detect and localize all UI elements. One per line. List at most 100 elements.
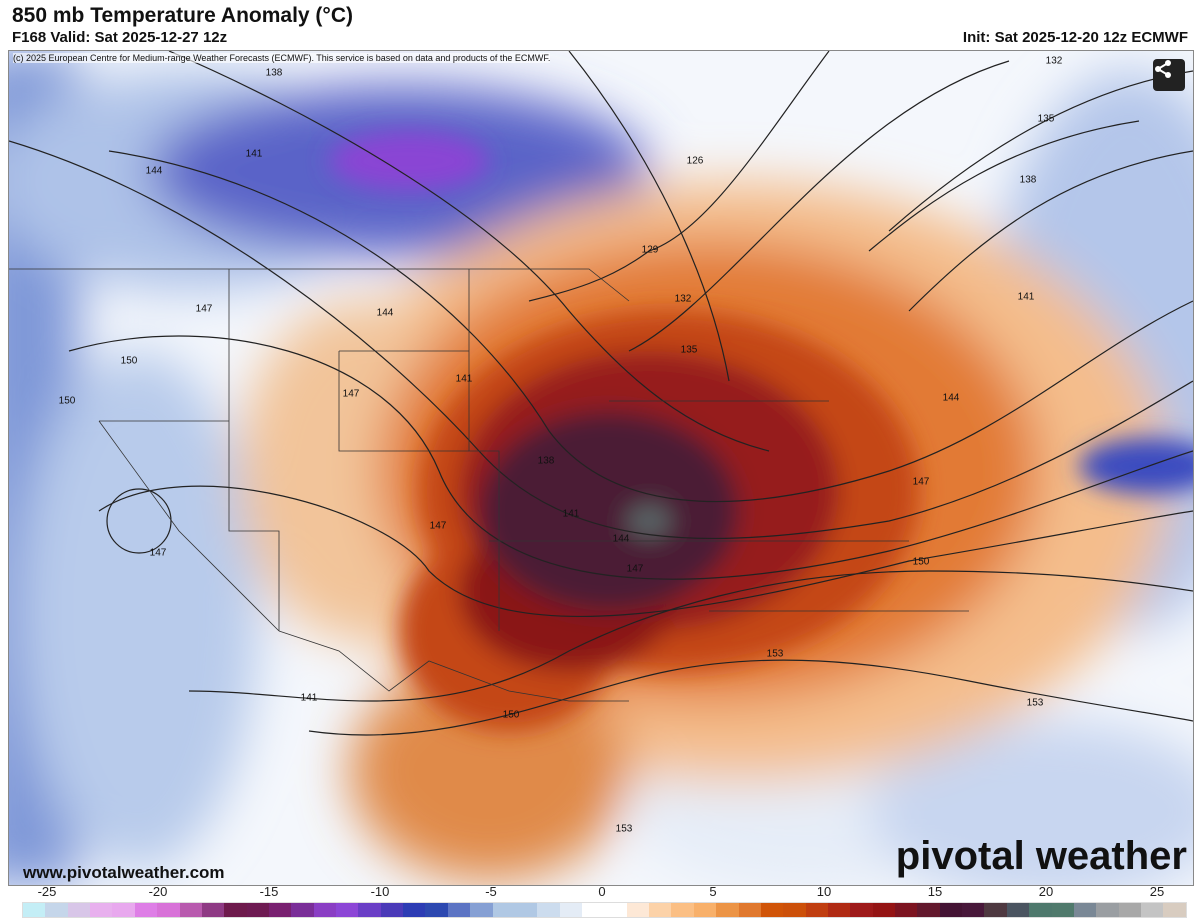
colorbar-swatch (1029, 903, 1052, 917)
contour-label: 141 (300, 692, 318, 704)
colorbar-tick: 0 (598, 884, 606, 899)
colorbar-swatch (984, 903, 1007, 917)
share-icon (1155, 60, 1171, 78)
contour-label: 153 (766, 648, 784, 660)
colorbar-swatch (201, 903, 225, 917)
colorbar-tick: -10 (370, 884, 390, 899)
valid-time: F168 Valid: Sat 2025-12-27 12z (12, 29, 228, 46)
colorbar-swatch (425, 903, 448, 917)
contour-label: 147 (149, 547, 167, 559)
colorbar-tick: 10 (816, 884, 832, 899)
contour-label: 147 (429, 520, 447, 532)
contour-label: 153 (1026, 697, 1044, 709)
colorbar-swatch (671, 903, 694, 917)
map-title: 850 mb Temperature Anomaly (°C) (12, 4, 353, 27)
contour-label: 135 (1037, 113, 1055, 125)
colorbar-swatch (917, 903, 940, 917)
contour-label: 150 (58, 395, 76, 407)
contour-label: 153 (615, 823, 633, 835)
height-contours (9, 51, 1193, 736)
anomaly-field (9, 51, 1193, 885)
colorbar-swatch (939, 903, 963, 917)
contour-label: 126 (686, 155, 704, 167)
contour-label: 132 (674, 293, 692, 305)
borders (9, 268, 969, 702)
colorbar-swatch (45, 903, 68, 917)
colorbar-swatch (112, 903, 135, 917)
colorbar-swatch (224, 903, 247, 917)
colorbar-swatch (23, 903, 46, 917)
colorbar-tick: -25 (37, 884, 57, 899)
colorbar-swatch (1096, 903, 1119, 917)
colorbar-swatch (179, 903, 202, 917)
colorbar (22, 902, 1187, 918)
colorbar-swatch (783, 903, 806, 917)
colorbar-swatch (313, 903, 337, 917)
contour-label: 141 (245, 148, 263, 160)
colorbar-swatch (537, 903, 560, 917)
colorbar-swatch (604, 903, 627, 917)
colorbar-tick: 20 (1038, 884, 1054, 899)
colorbar-swatch (581, 903, 605, 917)
contour-label: 141 (562, 508, 580, 520)
contour-label: 129 (641, 244, 659, 256)
contour-label: 144 (376, 307, 394, 319)
colorbar-swatch (1140, 903, 1164, 917)
colorbar-swatch (649, 903, 672, 917)
colorbar-swatch (693, 903, 717, 917)
contour-label: 132 (1045, 55, 1063, 67)
contour-label: 150 (912, 556, 930, 568)
colorbar-swatch (492, 903, 515, 917)
share-button[interactable] (1153, 59, 1185, 91)
colorbar-swatch (827, 903, 851, 917)
contour-label: 147 (342, 388, 360, 400)
colorbar-tick: -15 (259, 884, 279, 899)
contour-label: 141 (455, 373, 473, 385)
colorbar-swatch (872, 903, 896, 917)
contour-label: 147 (912, 476, 930, 488)
colorbar-swatch (470, 903, 493, 917)
colorbar-tick: -5 (485, 884, 497, 899)
colorbar-tick: 5 (709, 884, 717, 899)
colorbar-swatch (514, 903, 538, 917)
colorbar-swatch (246, 903, 269, 917)
contour-label: 147 (626, 563, 644, 575)
colorbar-swatch (895, 903, 918, 917)
colorbar-swatch (962, 903, 985, 917)
contour-label: 147 (195, 303, 213, 315)
colorbar-swatch (1051, 903, 1074, 917)
colorbar-swatch (157, 903, 180, 917)
colorbar-swatch (626, 903, 650, 917)
contour-label: 150 (502, 709, 520, 721)
contour-label: 138 (1019, 174, 1037, 186)
colorbar-swatch (268, 903, 292, 917)
colorbar-swatch (716, 903, 739, 917)
temperature-anomaly-map[interactable]: (c) 2025 European Centre for Medium-rang… (8, 50, 1194, 886)
colorbar-swatch (760, 903, 784, 917)
colorbar-swatch (850, 903, 873, 917)
colorbar-swatch (291, 903, 314, 917)
colorbar-swatch (1163, 903, 1186, 917)
colorbar-swatch (447, 903, 471, 917)
colorbar-swatch (1118, 903, 1141, 917)
website-link[interactable]: www.pivotalweather.com (23, 863, 225, 882)
contour-label: 144 (942, 392, 960, 404)
colorbar-swatch (358, 903, 381, 917)
contour-label: 141 (1017, 291, 1035, 303)
contour-label: 144 (612, 533, 630, 545)
contour-label: 138 (537, 455, 555, 467)
contour-label: 150 (120, 355, 138, 367)
colorbar-swatch (805, 903, 828, 917)
pivotal-weather-logo: pivotal weather (895, 834, 1187, 878)
colorbar-swatch (403, 903, 426, 917)
colorbar-swatch (1073, 903, 1097, 917)
contour-label: 144 (145, 165, 163, 177)
colorbar-swatch (336, 903, 359, 917)
colorbar-swatch (90, 903, 113, 917)
contour-label: 138 (265, 67, 283, 79)
init-time: Init: Sat 2025-12-20 12z ECMWF (962, 29, 1188, 46)
contour-label: 135 (680, 344, 698, 356)
colorbar-swatch (738, 903, 761, 917)
colorbar-tick: 25 (1149, 884, 1165, 899)
colorbar-tick: 15 (927, 884, 943, 899)
